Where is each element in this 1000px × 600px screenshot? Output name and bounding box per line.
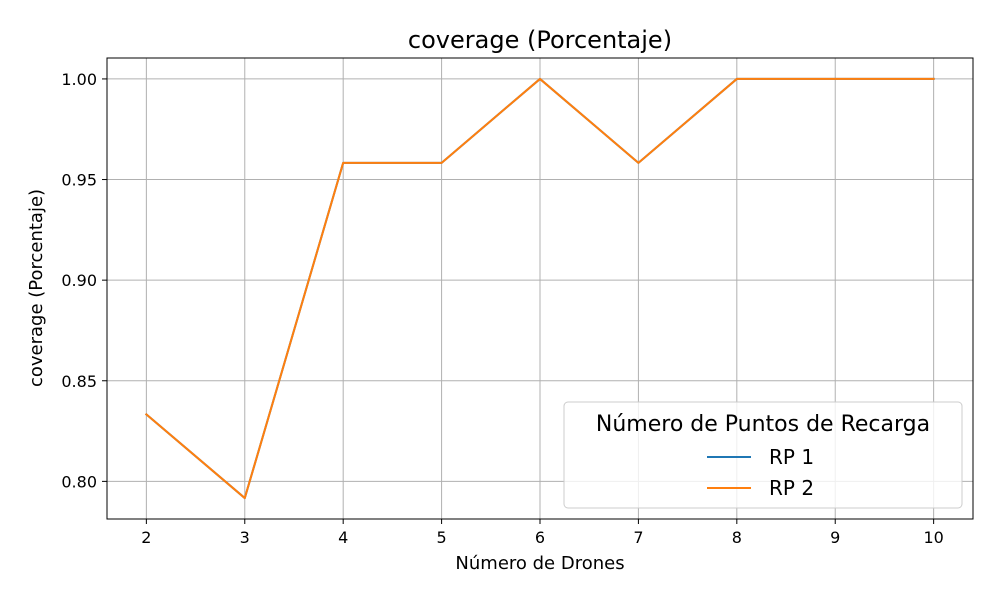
x-axis-label: Número de Drones [455, 553, 624, 574]
legend-label-rp-2: RP 2 [769, 476, 814, 500]
x-tick-label: 2 [141, 528, 151, 547]
chart-title: coverage (Porcentaje) [408, 26, 672, 54]
x-tick-label: 10 [923, 528, 943, 547]
y-tick-label: 0.95 [61, 171, 97, 190]
y-tick-label: 1.00 [61, 70, 97, 89]
legend-items: RP 1 RP 2 [707, 445, 814, 500]
x-tick-label: 5 [436, 528, 446, 547]
legend-box [563, 401, 963, 509]
y-tick-label: 0.90 [61, 271, 97, 290]
x-tick-label: 7 [633, 528, 643, 547]
x-tick-label: 8 [732, 528, 742, 547]
x-tick-label: 9 [830, 528, 840, 547]
legend: Número de Puntos de Recarga RP 1 RP 2 [563, 401, 963, 509]
series-layer [144, 77, 935, 500]
y-tick-label: 0.80 [61, 472, 97, 491]
x-tick-label: 6 [535, 528, 545, 547]
x-tick-label: 3 [240, 528, 250, 547]
legend-title: Número de Puntos de Recarga [596, 412, 930, 437]
x-axis-ticks: 2 3 4 5 6 7 8 9 10 [141, 519, 944, 547]
y-axis-label: coverage (Porcentaje) [26, 189, 47, 387]
legend-label-rp-1: RP 1 [769, 445, 814, 469]
y-tick-label: 0.85 [61, 372, 97, 391]
y-axis-ticks: 0.80 0.85 0.90 0.95 1.00 [61, 70, 107, 491]
x-tick-label: 4 [338, 528, 348, 547]
